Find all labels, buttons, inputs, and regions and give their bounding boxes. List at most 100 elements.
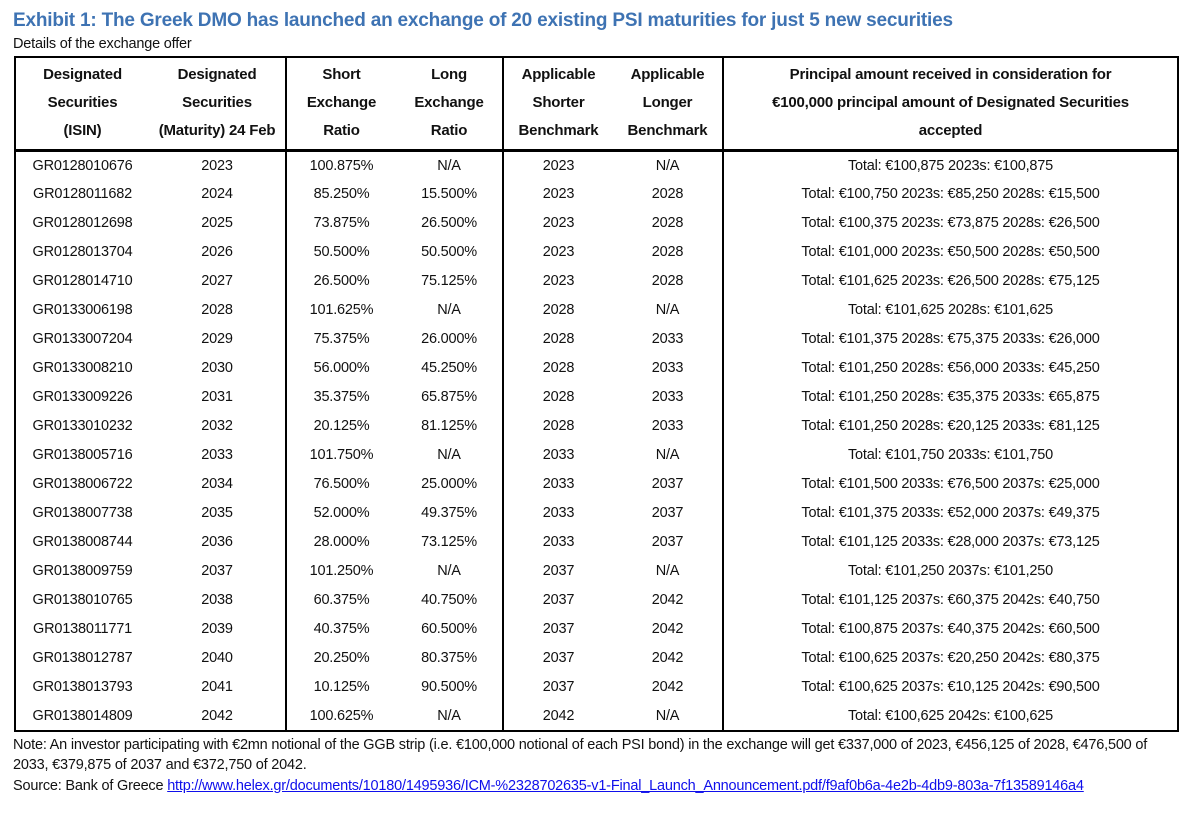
cell-maturity: 2024 <box>201 186 233 202</box>
cell-principal: Total: €100,625 2037s: €20,250 2042s: €8… <box>722 643 1178 673</box>
cell-long-ratio: 26.000% <box>421 331 477 347</box>
header-line: Securities <box>47 94 118 111</box>
exhibit-subtitle: Details of the exchange offer <box>13 36 192 52</box>
cell-short-ratio: 52.000% <box>285 498 396 528</box>
header-maturity: Designated Securities (Maturity) 24 Feb <box>149 57 286 152</box>
cell-shorter-benchmark: 2023 <box>502 179 613 209</box>
cell-maturity: 2031 <box>201 389 233 405</box>
cell-maturity: 2028 <box>201 302 233 318</box>
cell-shorter-benchmark: 2033 <box>502 469 613 499</box>
cell-long-ratio: 25.000% <box>421 476 477 492</box>
table-row: GR0138012787 2040 20.250% 80.375% 2037 2042 To… <box>15 643 1178 673</box>
cell-principal: Total: €101,625 2028s: €101,625 <box>722 295 1178 325</box>
cell-longer-benchmark: 2033 <box>651 331 684 347</box>
cell-maturity: 2041 <box>201 679 233 695</box>
cell-longer-benchmark: 2028 <box>651 244 684 260</box>
header-long-exchange-ratio: Long Exchange Ratio <box>396 57 503 152</box>
cell-isin: GR0128010676 <box>32 157 133 174</box>
cell-isin: GR0138006722 <box>32 476 133 492</box>
cell-shorter-benchmark: 2023 <box>502 266 613 296</box>
exhibit-title: Exhibit 1: The Greek DMO has launched an… <box>13 10 953 31</box>
table-row: GR0128010676 2023 100.875% N/A 2023 N/A Total:… <box>15 150 1178 180</box>
cell-principal: Total: €100,875 2037s: €40,375 2042s: €6… <box>722 614 1178 644</box>
table-row: GR0138006722 2034 76.500% 25.000% 2033 2037 To… <box>15 469 1178 499</box>
cell-principal: Total: €101,750 2033s: €101,750 <box>722 440 1178 470</box>
table-header: Designated Securities (ISIN) Designated … <box>15 57 1178 152</box>
cell-principal: Total: €100,625 2042s: €100,625 <box>722 701 1178 731</box>
cell-maturity: 2035 <box>201 505 233 521</box>
cell-principal: Total: €101,375 2033s: €52,000 2037s: €4… <box>722 498 1178 528</box>
header-line: Short <box>322 66 361 83</box>
cell-long-ratio: 73.125% <box>421 534 477 550</box>
header-line: Benchmark <box>627 122 708 139</box>
header-principal-amount: Principal amount received in considerati… <box>722 57 1178 152</box>
cell-long-ratio: 65.875% <box>421 389 477 405</box>
cell-longer-benchmark: 2028 <box>651 186 684 202</box>
table-row: GR0133007204 2029 75.375% 26.000% 2028 2033 To… <box>15 324 1178 354</box>
cell-principal: Total: €101,500 2033s: €76,500 2037s: €2… <box>722 469 1178 499</box>
header-line: Principal amount received in considerati… <box>789 66 1112 83</box>
table-row: GR0133009226 2031 35.375% 65.875% 2028 2033 To… <box>15 382 1178 412</box>
table-row: GR0128011682 2024 85.250% 15.500% 2023 2028 To… <box>15 179 1178 209</box>
header-line: Exchange <box>306 94 377 111</box>
cell-principal: Total: €100,375 2023s: €73,875 2028s: €2… <box>722 208 1178 238</box>
source-prefix: Source: Bank of Greece <box>13 777 168 794</box>
cell-short-ratio: 75.375% <box>285 324 396 354</box>
cell-long-ratio: N/A <box>437 447 461 463</box>
header-line: Shorter <box>532 94 585 111</box>
header-short-exchange-ratio: Short Exchange Ratio <box>285 57 396 152</box>
cell-isin: GR0133006198 <box>32 302 133 318</box>
cell-longer-benchmark: 2042 <box>651 621 684 637</box>
cell-principal: Total: €101,125 2037s: €60,375 2042s: €4… <box>722 585 1178 615</box>
cell-long-ratio: N/A <box>437 157 461 174</box>
cell-principal: Total: €101,000 2023s: €50,500 2028s: €5… <box>722 237 1178 267</box>
table-row: GR0133008210 2030 56.000% 45.250% 2028 2033 To… <box>15 353 1178 383</box>
table-row: GR0128013704 2026 50.500% 50.500% 2023 2028 To… <box>15 237 1178 267</box>
table-row: GR0138014809 2042 100.625% N/A 2042 N/A Total:… <box>15 701 1178 731</box>
table-row: GR0133010232 2032 20.125% 81.125% 2028 2033 To… <box>15 411 1178 441</box>
cell-short-ratio: 28.000% <box>285 527 396 557</box>
cell-shorter-benchmark: 2037 <box>502 556 613 586</box>
cell-short-ratio: 40.375% <box>285 614 396 644</box>
cell-isin: GR0128011682 <box>33 186 132 202</box>
cell-longer-benchmark: 2033 <box>651 389 684 405</box>
cell-short-ratio: 26.500% <box>285 266 396 296</box>
table-row: GR0138011771 2039 40.375% 60.500% 2037 2042 To… <box>15 614 1178 644</box>
cell-longer-benchmark: 2033 <box>651 360 684 376</box>
cell-longer-benchmark: 2037 <box>651 534 684 550</box>
cell-longer-benchmark: 2037 <box>651 505 684 521</box>
cell-short-ratio: 76.500% <box>285 469 396 499</box>
cell-isin: GR0133010232 <box>32 418 133 434</box>
cell-short-ratio: 60.375% <box>285 585 396 615</box>
source-link[interactable]: http://www.helex.gr/documents/10180/1495… <box>167 777 1084 794</box>
cell-maturity: 2025 <box>201 215 233 231</box>
cell-long-ratio: 50.500% <box>421 244 477 260</box>
cell-short-ratio: 101.625% <box>285 295 396 325</box>
cell-maturity: 2023 <box>201 157 233 174</box>
cell-isin: GR0138009759 <box>32 563 133 579</box>
cell-principal: Total: €101,250 2037s: €101,250 <box>722 556 1178 586</box>
cell-isin: GR0133009226 <box>32 389 133 405</box>
cell-principal: Total: €101,625 2023s: €26,500 2028s: €7… <box>722 266 1178 296</box>
cell-longer-benchmark: N/A <box>655 563 680 579</box>
header-line: Long <box>431 66 467 83</box>
cell-maturity: 2033 <box>201 447 233 463</box>
cell-isin: GR0138012787 <box>32 650 133 666</box>
exchange-offer-table: Designated Securities (ISIN) Designated … <box>14 56 1179 732</box>
table-row: GR0138005716 2033 101.750% N/A 2033 N/A Total:… <box>15 440 1178 470</box>
footnotes: Note: An investor participating with €2m… <box>13 735 1183 797</box>
cell-short-ratio: 101.250% <box>285 556 396 586</box>
cell-principal: Total: €101,250 2028s: €20,125 2033s: €8… <box>722 411 1178 441</box>
cell-shorter-benchmark: 2037 <box>502 585 613 615</box>
cell-isin: GR0128013704 <box>32 244 133 260</box>
cell-longer-benchmark: N/A <box>655 157 680 174</box>
cell-short-ratio: 56.000% <box>285 353 396 383</box>
header-line: Ratio <box>430 122 468 139</box>
cell-maturity: 2038 <box>201 592 233 608</box>
cell-shorter-benchmark: 2023 <box>502 237 613 267</box>
cell-principal: Total: €100,750 2023s: €85,250 2028s: €1… <box>722 179 1178 209</box>
cell-short-ratio: 20.250% <box>285 643 396 673</box>
header-isin: Designated Securities (ISIN) <box>15 57 149 152</box>
cell-short-ratio: 73.875% <box>285 208 396 238</box>
cell-short-ratio: 101.750% <box>285 440 396 470</box>
